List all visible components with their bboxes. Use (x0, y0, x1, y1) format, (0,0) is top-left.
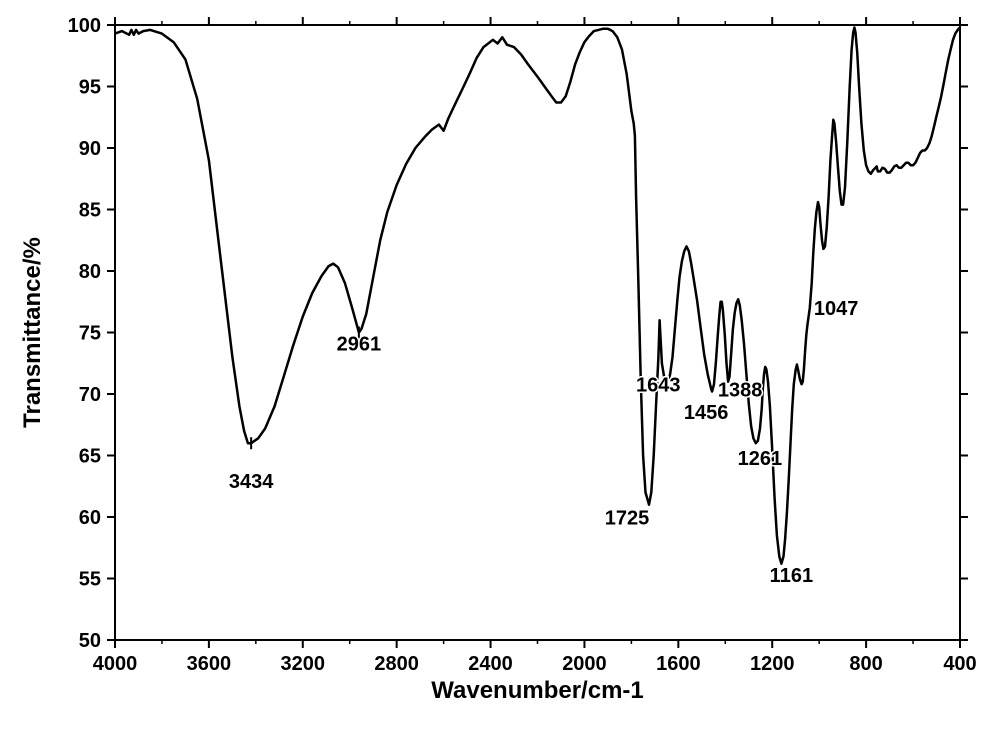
x-tick-label: 3200 (281, 653, 326, 675)
plot-frame (115, 25, 960, 640)
x-tick-label: 400 (943, 653, 976, 675)
spectrum-svg: 4000 3600 3200 2800 2400 2000 1600 1200 800 400 50… (0, 0, 1000, 735)
x-tick-label: 2000 (562, 653, 607, 675)
y-tick-label: 75 (79, 323, 101, 345)
y-tick-label: 50 (79, 630, 101, 652)
peak-label: 3434 (229, 471, 274, 493)
x-tick-label: 800 (849, 653, 882, 675)
y-tick-label: 55 (79, 569, 101, 591)
y-tick-label: 70 (79, 384, 101, 406)
peak-label: 1456 (684, 402, 729, 424)
y-tick-label: 65 (79, 446, 101, 468)
x-tick-label: 4000 (93, 653, 138, 675)
y-tick-label: 100 (68, 15, 101, 37)
x-tick-label: 2400 (468, 653, 513, 675)
y-axis-label: Transmittance/% (19, 237, 46, 428)
peak-label: 1261 (738, 448, 783, 470)
peak-label: 1388 (718, 380, 763, 402)
peak-label: 1725 (605, 508, 650, 530)
peak-label: 2961 (337, 334, 382, 356)
x-tick-label: 1600 (656, 653, 701, 675)
y-tick-label: 90 (79, 138, 101, 160)
peak-label: 1161 (770, 565, 813, 587)
ir-spectrum-chart: { "chart":{ "type":"line", "width":1000,… (0, 0, 1000, 735)
peak-label: 1643 (636, 375, 681, 397)
x-axis-label: Wavenumber/cm-1 (431, 677, 644, 704)
y-tick-label: 80 (79, 261, 101, 283)
x-tick-label: 1200 (750, 653, 795, 675)
x-tick-label: 2800 (374, 653, 419, 675)
peak-label: 1047 (814, 298, 859, 320)
x-tick-label: 3600 (187, 653, 232, 675)
y-tick-label: 85 (79, 200, 101, 222)
y-tick-label: 60 (79, 507, 101, 529)
y-tick-label: 95 (79, 77, 101, 99)
